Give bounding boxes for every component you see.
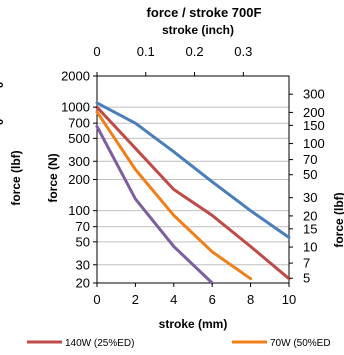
x-tick-label-top: 0.2 bbox=[185, 44, 203, 59]
series-line-2 bbox=[95, 110, 253, 281]
x-tick-label-bottom: 10 bbox=[282, 292, 296, 307]
y-tick-label-left: 1000 bbox=[61, 100, 90, 115]
y-tick-label-right: 70 bbox=[303, 152, 317, 167]
x-axis-top-label: stroke (inch) bbox=[162, 23, 234, 37]
x-axis-bottom-label: stroke (mm) bbox=[159, 317, 228, 331]
series-line-1 bbox=[95, 105, 291, 281]
y-tick-label-left: 100 bbox=[68, 203, 90, 218]
y-tick-label-left: 500 bbox=[68, 131, 90, 146]
series-lines bbox=[95, 101, 291, 285]
y-tick-label-right: 7 bbox=[303, 256, 310, 271]
y-tick-label-left: 50 bbox=[76, 234, 90, 249]
y-tick-label-right: 200 bbox=[303, 105, 325, 120]
y-tick-label-right: 10 bbox=[303, 240, 317, 255]
x-tick-label-top: 0 bbox=[93, 44, 100, 59]
x-tick-label-top: 0.3 bbox=[234, 44, 252, 59]
x-tick-label-top: 0.1 bbox=[137, 44, 155, 59]
y-tick-label-left: 30 bbox=[76, 257, 90, 272]
outer-y-tick-label: 0 bbox=[0, 119, 6, 125]
y-tick-label-right: 150 bbox=[303, 118, 325, 133]
y-tick-label-right: 300 bbox=[303, 87, 325, 102]
y-tick-label-right: 100 bbox=[303, 136, 325, 151]
chart-title: force / stroke 700F bbox=[147, 5, 262, 20]
y-tick-label-right: 15 bbox=[303, 221, 317, 236]
legend: 140W (25%ED) 70W (50%ED bbox=[27, 338, 331, 349]
y-axis-right-label: force (lbf) bbox=[332, 192, 344, 247]
series-line-3 bbox=[95, 125, 214, 285]
x-tick-label-bottom: 4 bbox=[170, 292, 177, 307]
y-tick-label-right: 30 bbox=[303, 190, 317, 205]
outer-y-tick-label: 0 bbox=[0, 82, 6, 88]
y-axis-left-label: force (N) bbox=[46, 153, 60, 202]
y-tick-label-left: 200 bbox=[68, 172, 90, 187]
x-tick-label-bottom: 6 bbox=[209, 292, 216, 307]
outer-y-axis-label: force (lbf) bbox=[9, 150, 23, 205]
y-tick-label-right: 5 bbox=[303, 271, 310, 286]
legend-label-70w: 70W (50%ED bbox=[270, 338, 331, 349]
y-tick-label-right: 50 bbox=[303, 167, 317, 182]
x-tick-label-bottom: 8 bbox=[247, 292, 254, 307]
y-tick-label-left: 300 bbox=[68, 154, 90, 169]
series-line-0 bbox=[95, 101, 291, 239]
y-tick-label-right: 20 bbox=[303, 208, 317, 223]
x-tick-label-bottom: 2 bbox=[132, 292, 139, 307]
legend-label-140w: 140W (25%ED) bbox=[65, 338, 134, 349]
x-tick-label-bottom: 0 bbox=[93, 292, 100, 307]
y-tick-label-left: 20 bbox=[76, 276, 90, 291]
axis-ticks: 2030507010020030050070010002000571015203… bbox=[61, 44, 325, 307]
y-tick-label-left: 700 bbox=[68, 116, 90, 131]
y-tick-label-left: 2000 bbox=[61, 69, 90, 84]
y-tick-label-left: 70 bbox=[76, 219, 90, 234]
